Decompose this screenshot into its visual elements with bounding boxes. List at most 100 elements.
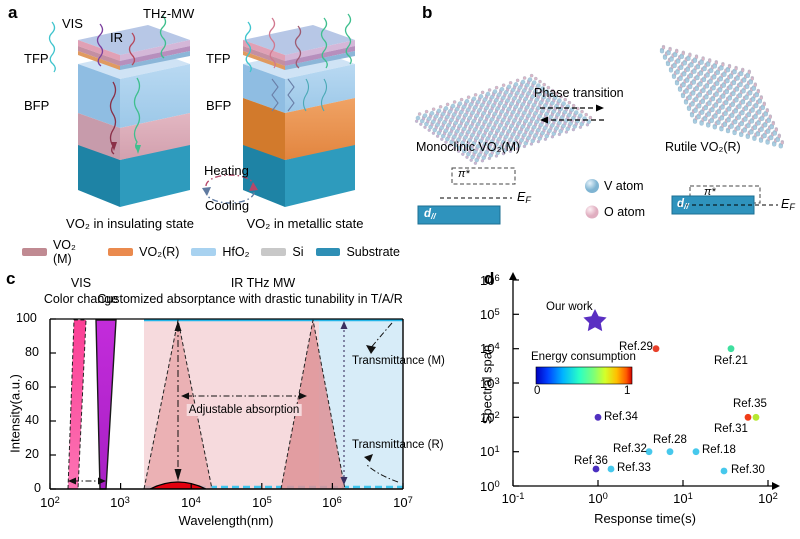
point-ref31[interactable] (744, 413, 752, 421)
legend-label-hfo2: HfO₂ (222, 245, 250, 259)
point-ref36[interactable] (592, 465, 600, 473)
panel-b-illustration (414, 44, 784, 225)
energy-colorbar (535, 366, 633, 385)
annotation-transmittance-r: Transmittance (R) (352, 439, 444, 451)
c-xtick-1e3: 103 (110, 495, 130, 511)
label-ref33: Ref.33 (617, 462, 651, 474)
pi-star-label-right: π* (704, 186, 716, 198)
adjustable-absorption-arrow (181, 392, 307, 400)
point-ref34[interactable] (594, 413, 602, 421)
band-diagram-monoclinic (417, 167, 516, 225)
d-ytick-1e1: 101 (480, 444, 500, 460)
point-ref28[interactable] (666, 448, 674, 456)
panel-c-chart (49, 318, 404, 490)
d-xtick-1e2: 102 (758, 491, 778, 507)
band-diagram-rutile (671, 185, 778, 215)
caption-insulating: VO₂ in insulating state (66, 216, 194, 231)
d-parallel-label-left: d// (424, 208, 436, 221)
d-right-text: d (677, 198, 685, 210)
panel-d-label: d (484, 269, 495, 288)
c-ytick-60: 60 (25, 379, 39, 393)
c-xaxis-label: Wavelength(nm) (178, 513, 274, 528)
point-ref35[interactable] (752, 413, 760, 421)
transition-label: Phase transition (534, 86, 624, 100)
c-ytick-80: 80 (25, 345, 39, 359)
ray-label-vis: VIS (62, 16, 83, 31)
legend-label-vo2m: VO₂ (M) (52, 238, 76, 266)
label-ref21: Ref.21 (714, 355, 748, 367)
c-xtick-1e4: 104 (181, 495, 201, 511)
panel-c-axes (49, 318, 404, 490)
header-ir-line1: IR THz MW (230, 276, 296, 290)
vis-peak-magenta (67, 319, 87, 490)
point-ref30[interactable] (720, 467, 728, 475)
band-divider-marker (340, 321, 348, 485)
panel-d-y-ticks (513, 279, 519, 487)
d-ytick-1e3: 103 (480, 376, 500, 392)
c-ytick-0: 0 (34, 481, 41, 495)
panel-d: d (470, 265, 800, 530)
d-parallel-label-right: d// (677, 198, 689, 211)
ray-label-ir: IR (110, 30, 123, 45)
d-ytick-1e2: 102 (480, 410, 500, 426)
annotation-adjustable-absorption: Adjustable absorption (186, 404, 302, 416)
point-ref29[interactable] (652, 345, 660, 353)
data-points (583, 309, 760, 475)
panel-c-label: c (6, 269, 16, 288)
fermi-label-right: EF (781, 197, 795, 212)
panel-c-x-ticks (49, 483, 404, 489)
legend-swatch-hfo2 (191, 248, 217, 256)
label-ref28: Ref.28 (653, 434, 687, 446)
header-vis-line2: Color change (43, 292, 119, 306)
label-ref32: Ref.32 (613, 443, 647, 455)
c-xtick-1e5: 105 (252, 495, 272, 511)
transmitted-rays-left (109, 77, 141, 155)
header-ir-line2: Customized absorptance with drastic tuna… (97, 292, 403, 306)
panel-c-y-ticks (50, 318, 56, 490)
fermi-left-text: E (517, 190, 526, 204)
structure-metallic (243, 13, 355, 207)
bfp-block-right (243, 49, 355, 160)
panel-a-legend: VO₂ (M) VO₂(R) HfO₂ Si Substrate (22, 238, 400, 266)
annotation-transmittance-m: Transmittance (M) (352, 355, 445, 367)
c-xtick-1e7: 107 (393, 495, 413, 511)
legend-swatch-substrate (315, 248, 341, 256)
caption-monoclinic: Monoclinic VO₂(M) (416, 140, 520, 154)
panel-d-x-ticks (512, 480, 769, 486)
d-ytick-1e5: 105 (480, 307, 500, 323)
layer-label-bfp-left: BFP (24, 98, 50, 113)
panel-c: c VIS Color change IR THz MW Customized … (0, 265, 470, 530)
cycle-label-heating: Heating (204, 163, 249, 178)
panel-b-label: b (422, 3, 433, 22)
ray-label-thz-mw: THz-MW (143, 6, 195, 21)
v-atom-sphere (585, 179, 599, 193)
caption-rutile-text: Rutile VO₂(R) (665, 140, 741, 154)
reflected-rays-right (271, 78, 328, 112)
panel-a-illustration (48, 13, 355, 207)
colorbar-max: 1 (624, 385, 631, 397)
d-ytick-1e0: 100 (480, 479, 500, 495)
c-ytick-20: 20 (25, 447, 39, 461)
legend-label-si: Si (292, 245, 304, 259)
phase-transition-arrows (540, 104, 604, 124)
c-ytick-40: 40 (25, 413, 39, 427)
pi-star-left-text: π* (458, 168, 470, 180)
layer-label-bfp-right: BFP (206, 98, 232, 113)
c-xtick-1e2: 102 (40, 495, 60, 511)
pi-star-label-left: π* (458, 168, 470, 180)
c-ytick-100: 100 (16, 311, 37, 325)
point-ref21[interactable] (727, 345, 735, 353)
panel-d-chart (509, 272, 780, 490)
atom-legend-label-o: O atom (604, 205, 645, 219)
point-ref18[interactable] (692, 448, 700, 456)
legend-swatch-si (261, 248, 287, 256)
structure-insulating (48, 15, 190, 207)
point-our-work[interactable] (583, 309, 607, 332)
header-vis-line1: VIS (70, 276, 92, 290)
tfp-stack-right (243, 25, 355, 70)
point-ref32[interactable] (645, 448, 653, 456)
point-ref33[interactable] (607, 465, 615, 473)
incident-rays-left (48, 15, 167, 73)
panel-a-label: a (8, 3, 18, 22)
label-ref18: Ref.18 (702, 444, 736, 456)
